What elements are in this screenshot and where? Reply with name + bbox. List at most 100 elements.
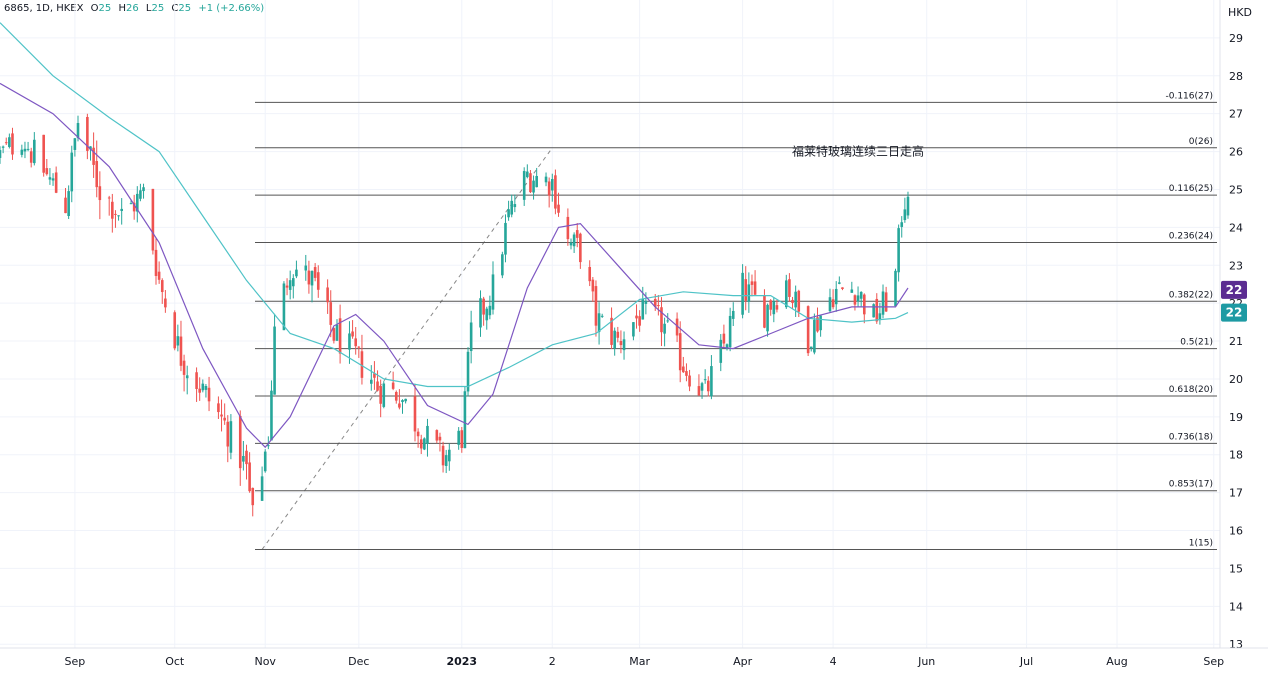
candle-body [151, 188, 155, 251]
candle-body [426, 425, 429, 444]
candle-body [8, 137, 11, 147]
candle-body [376, 381, 379, 391]
candle-body [834, 288, 838, 305]
price-badge [1221, 280, 1247, 299]
candle-body [469, 322, 473, 352]
candle-body [725, 344, 729, 350]
price-badge [1221, 303, 1247, 322]
candle-body [513, 204, 517, 208]
candle-body [479, 298, 482, 328]
candle-body [198, 388, 201, 393]
candle-body [706, 380, 710, 392]
candle-body [413, 396, 417, 432]
candle-body [806, 306, 810, 354]
candle-body [816, 317, 819, 332]
candle-body [872, 304, 875, 318]
candle-body [744, 279, 748, 301]
candle-body [295, 269, 298, 277]
fib-level-label: 1(15) [1189, 538, 1213, 548]
x-tick-label: 4 [830, 655, 837, 668]
candle-body [619, 341, 623, 346]
candle-body [697, 386, 701, 396]
candle-body [370, 379, 373, 384]
candle-body [316, 272, 320, 290]
fib-level-label: 0.116(25) [1169, 184, 1213, 194]
candle-body [557, 204, 560, 213]
candle-body [853, 295, 857, 305]
candle-body [419, 439, 423, 449]
candle-body [107, 197, 111, 199]
candle-body [510, 200, 514, 215]
x-tick-label: Jun [917, 655, 935, 668]
y-tick-label: 27 [1229, 108, 1243, 121]
candle-body [554, 175, 557, 209]
candle-body [76, 123, 80, 139]
candle-body [95, 161, 99, 188]
candle-body [398, 403, 401, 408]
candle-body [42, 134, 45, 173]
candle-body [862, 294, 866, 315]
candle-body [348, 333, 351, 350]
candle-body [813, 319, 816, 353]
candle-body [507, 209, 510, 218]
candle-body [132, 202, 136, 212]
candle-body [204, 385, 208, 390]
candle-body [48, 177, 52, 180]
candle-body [788, 279, 791, 297]
y-tick-label: 15 [1229, 562, 1243, 575]
candle-body [485, 308, 489, 321]
candle-body [67, 191, 70, 217]
fib-level-label: 0.853(17) [1169, 480, 1213, 490]
candle-body [310, 271, 314, 286]
candle-body [775, 305, 779, 310]
high-label: H [118, 3, 126, 14]
candle-body [33, 139, 36, 164]
y-tick-label: 28 [1229, 70, 1243, 83]
candle-body [285, 285, 289, 288]
candle-body [532, 180, 535, 193]
candle-body [313, 267, 317, 278]
fib-level-label: 0.736(18) [1169, 432, 1213, 442]
candle-body [747, 284, 751, 302]
candle-body [675, 318, 679, 336]
candle-body [728, 315, 732, 347]
candle-body [373, 373, 376, 378]
candle-body [111, 201, 114, 219]
currency-label: HKD [1228, 6, 1252, 19]
candle-body [394, 392, 398, 401]
candle-body [176, 336, 180, 346]
candle-body [635, 315, 638, 319]
candle-body [884, 292, 888, 312]
low-label: L [145, 3, 152, 14]
candle-body [784, 280, 788, 308]
y-tick-label: 19 [1229, 411, 1243, 424]
x-tick-label: Nov [254, 655, 276, 668]
x-tick-label: 2023 [446, 655, 477, 668]
candle-body [260, 476, 264, 501]
fib-trend-line [261, 147, 553, 550]
x-tick-label: Jul [1019, 655, 1033, 668]
candle-body [73, 138, 77, 150]
candle-body [416, 431, 420, 437]
symbol-info: 6865, 1D, HKEX [4, 3, 84, 14]
candle-body [164, 298, 167, 308]
candle-body [242, 455, 245, 462]
fib-level-label: 0.618(20) [1169, 385, 1213, 395]
x-tick-label: Aug [1106, 655, 1127, 668]
candle-body [51, 178, 55, 181]
candle-body [828, 297, 832, 312]
candle-body [657, 305, 660, 307]
candle-body [401, 400, 404, 403]
candle-body [678, 333, 682, 371]
candle-body [482, 298, 485, 315]
candle-body [710, 366, 713, 397]
candle-body [379, 386, 382, 404]
candle-body [182, 360, 186, 375]
candle-body [423, 438, 426, 450]
fib-level-label: 0.382(22) [1169, 290, 1213, 300]
candle-body [666, 320, 670, 322]
candle-body [267, 445, 270, 447]
candle-body [663, 323, 666, 334]
